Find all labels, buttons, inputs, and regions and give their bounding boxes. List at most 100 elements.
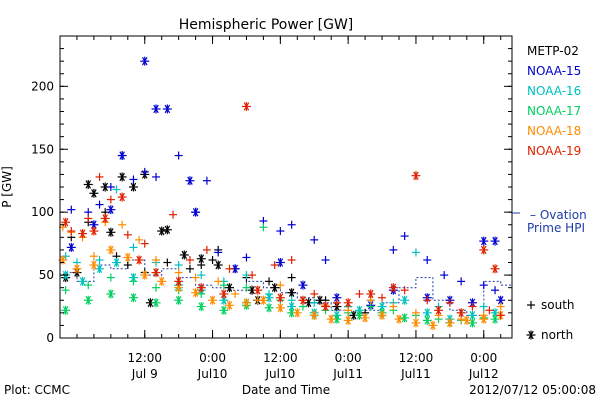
data-point-north-metp-02: [157, 226, 167, 236]
data-point-south-noaa-18: [191, 273, 200, 282]
data-point-north-metp-02: [196, 254, 206, 264]
data-point-south-noaa-15: [287, 220, 296, 229]
data-point-south-noaa-19: [485, 306, 494, 315]
data-point-north-noaa-18: [89, 260, 99, 270]
data-point-south-noaa-18: [276, 281, 285, 290]
data-point-south-noaa-15: [423, 255, 432, 264]
data-point-south-noaa-19: [67, 227, 76, 236]
y-tick-label: 150: [31, 142, 54, 156]
data-point-south-noaa-19: [378, 293, 387, 302]
data-point-south-noaa-17: [242, 283, 251, 292]
data-point-south-noaa-15: [67, 205, 76, 214]
y-tick-label: 0: [46, 331, 54, 345]
data-point-north-metp-02: [117, 172, 127, 182]
x-tick-label-date: Jul12: [468, 367, 499, 381]
data-point-south-noaa-15: [400, 232, 409, 241]
data-point-south-noaa-19: [185, 255, 194, 264]
data-point-north-noaa-15: [106, 205, 116, 215]
data-point-north-noaa-19: [434, 305, 444, 315]
data-point-north-noaa-17: [467, 318, 477, 328]
data-point-south-noaa-15: [457, 277, 466, 286]
data-point-north-noaa-19: [366, 289, 376, 299]
legend-item-metp-02: METP-02: [527, 44, 579, 58]
data-point-south-noaa-18: [496, 302, 505, 311]
data-point-north-noaa-19: [174, 276, 184, 286]
data-point-south-noaa-15: [389, 245, 398, 254]
data-point-north-noaa-19: [196, 283, 206, 293]
data-point-south-noaa-18: [411, 308, 420, 317]
x-tick-label-date: Jul10: [197, 367, 228, 381]
data-point-north-metp-02: [83, 179, 93, 189]
data-point-north-noaa-16: [112, 258, 121, 267]
data-point-north-noaa-19: [134, 255, 144, 265]
data-point-north-noaa-15: [479, 236, 489, 246]
data-point-north-noaa-18: [258, 295, 268, 305]
data-point-south-noaa-19: [496, 311, 505, 320]
data-point-south-noaa-17: [84, 281, 93, 290]
data-point-north-noaa-19: [411, 171, 421, 181]
data-point-north-noaa-18: [411, 318, 421, 328]
data-point-north-noaa-18: [106, 245, 116, 255]
legend-item-noaa-16: NOAA-16: [527, 84, 581, 98]
data-point-north-noaa-18: [343, 315, 353, 325]
data-point-south-noaa-16: [479, 302, 488, 311]
data-point-south-noaa-15: [152, 172, 161, 181]
legend-marker-south: [527, 301, 535, 309]
data-point-north-metp-02: [270, 283, 280, 293]
data-point-north-noaa-15: [490, 236, 500, 246]
data-point-south-noaa-16: [112, 185, 121, 194]
data-point-north-noaa-19: [117, 192, 127, 202]
data-point-south-noaa-19: [423, 296, 432, 305]
data-point-north-metp-02: [213, 260, 223, 270]
data-point-north-noaa-17: [196, 302, 206, 312]
data-point-south-noaa-19: [106, 195, 115, 204]
data-point-south-noaa-18: [214, 277, 223, 286]
data-point-south-noaa-16: [174, 261, 183, 270]
x-tick-label-time: 12:00: [263, 351, 298, 365]
data-point-north-noaa-19: [275, 293, 285, 303]
data-point-south-noaa-19: [95, 172, 104, 181]
data-point-south-noaa-15: [276, 227, 285, 236]
legend-marker-label: south: [541, 298, 575, 312]
data-point-south-noaa-17: [219, 281, 228, 290]
data-point-north-noaa-18: [377, 310, 387, 320]
data-point-north-noaa-17: [151, 298, 161, 308]
data-point-north-noaa-18: [394, 314, 404, 324]
data-point-north-noaa-18: [72, 264, 82, 274]
data-point-north-noaa-16: [422, 308, 432, 318]
data-point-south-noaa-16: [411, 248, 420, 257]
data-point-north-noaa-17: [332, 314, 342, 324]
data-point-north-noaa-19: [61, 217, 71, 227]
data-point-north-noaa-17: [490, 314, 500, 324]
legend-ovation-label: Prime HPI: [527, 221, 585, 235]
x-tick-label-date: Jul10: [264, 367, 295, 381]
data-point-north-noaa-18: [479, 314, 489, 324]
data-point-north-metp-02: [106, 227, 116, 237]
legend-item-noaa-18: NOAA-18: [527, 124, 581, 138]
data-point-south-noaa-19: [202, 245, 211, 254]
data-point-north-noaa-17: [61, 305, 71, 315]
axes-layer: 0 50 100 150 200 12:00 Jul 9 0:00 Jul10 12:00 Jul1…: [31, 35, 512, 381]
data-point-south-noaa-19: [310, 289, 319, 298]
data-point-north-noaa-16: [95, 264, 105, 274]
legend-marker-north: [526, 330, 536, 340]
data-point-south-noaa-18: [389, 302, 398, 311]
data-point-north-noaa-15: [117, 151, 127, 161]
data-point-north-noaa-19: [89, 226, 99, 236]
data-point-south-noaa-18: [231, 289, 240, 298]
y-axis-label: P [GW]: [0, 166, 14, 208]
legend-marker-label: north: [541, 328, 573, 342]
data-point-south-noaa-15: [202, 176, 211, 185]
data-point-north-noaa-18: [241, 298, 251, 308]
data-point-north-noaa-19: [456, 308, 466, 318]
legend-ovation-label: – Ovation: [530, 208, 587, 222]
data-point-south-noaa-19: [248, 271, 257, 280]
data-point-north-noaa-19: [151, 268, 161, 278]
data-point-north-noaa-18: [428, 320, 438, 330]
data-point-south-noaa-15: [140, 167, 149, 176]
data-point-south-metp-02: [163, 258, 172, 267]
data-point-north-noaa-15: [275, 258, 285, 267]
data-point-south-noaa-19: [84, 214, 93, 223]
legend-item-noaa-19: NOAA-19: [527, 144, 581, 158]
